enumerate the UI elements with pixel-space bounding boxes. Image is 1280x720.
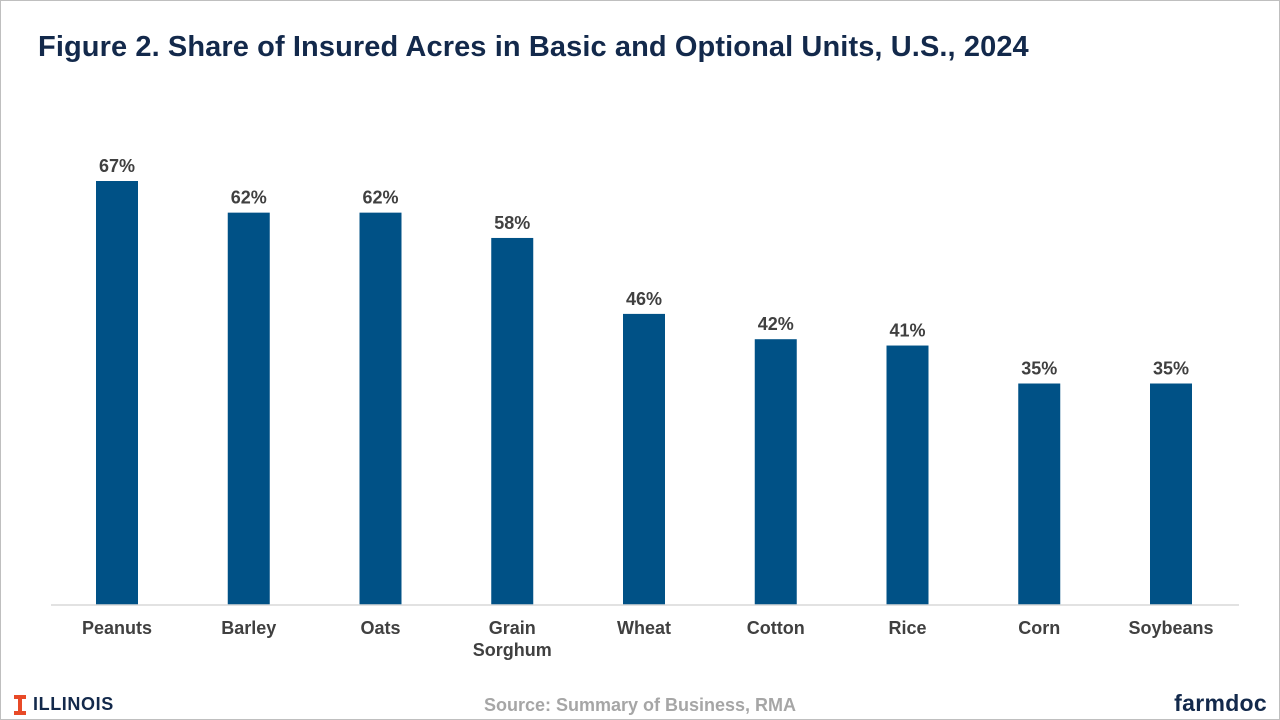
data-label: 62%	[362, 188, 398, 208]
data-label: 42%	[758, 314, 794, 334]
bar	[623, 313, 665, 605]
block-i-icon	[14, 694, 26, 715]
illinois-logo: ILLINOIS	[14, 694, 114, 715]
category-label: Sorghum	[473, 640, 552, 660]
bar	[359, 212, 402, 605]
category-label: Rice	[888, 618, 926, 638]
data-label: 67%	[99, 156, 135, 176]
bar	[96, 181, 138, 605]
farmdoc-logo: farmdoc	[1174, 690, 1267, 716]
category-label: Grain	[489, 618, 536, 638]
category-label: Wheat	[617, 618, 671, 638]
data-label: 46%	[626, 289, 662, 309]
bar	[754, 339, 797, 605]
category-label: Corn	[1018, 618, 1060, 638]
data-label: 58%	[494, 213, 530, 233]
bar	[227, 212, 270, 605]
data-label: 62%	[231, 188, 267, 208]
data-label: 35%	[1021, 359, 1057, 379]
category-label: Barley	[221, 618, 276, 638]
source-note: Source: Summary of Business, RMA	[483, 695, 797, 715]
illinois-logo-text: ILLINOIS	[33, 694, 114, 714]
data-label: 35%	[1153, 359, 1189, 379]
category-label: Oats	[360, 618, 400, 638]
category-label: Peanuts	[82, 618, 152, 638]
bar	[1018, 383, 1061, 605]
data-label: 41%	[889, 321, 925, 341]
category-label: Soybeans	[1128, 618, 1213, 638]
chart-title: Figure 2. Share of Insured Acres in Basi…	[38, 31, 1029, 63]
category-label: Cotton	[747, 618, 805, 638]
bar	[491, 237, 534, 605]
bar	[1150, 383, 1192, 605]
bar	[886, 345, 929, 605]
